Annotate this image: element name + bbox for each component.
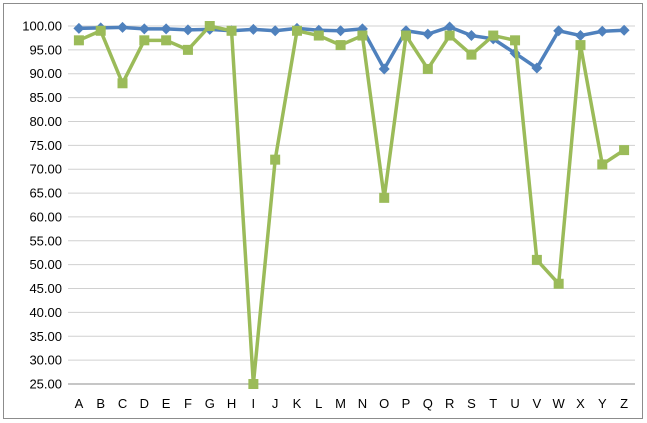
y-tick-label: 90.00	[29, 66, 62, 81]
data-point	[182, 44, 193, 55]
series-1	[73, 21, 630, 75]
y-tick-label: 80.00	[29, 114, 62, 129]
data-point	[401, 30, 412, 41]
y-tick-label: 50.00	[29, 257, 62, 272]
data-point	[553, 278, 564, 289]
data-point	[466, 49, 477, 60]
y-axis-ticks: 25.00 30.00 35.00 40.00 45.00 50.00 55.00 60.00…	[22, 19, 62, 392]
y-tick-label: 60.00	[29, 209, 62, 224]
y-tick-label: 75.00	[29, 138, 62, 153]
data-point	[335, 40, 346, 51]
series-line	[77, 25, 626, 71]
x-tick-label: R	[445, 396, 454, 411]
data-point	[138, 23, 150, 35]
data-point	[597, 159, 608, 170]
data-point	[248, 379, 259, 389]
y-tick-label: 95.00	[29, 42, 62, 57]
data-point	[357, 30, 368, 41]
data-point	[444, 30, 455, 41]
data-point	[117, 21, 129, 33]
data-point	[618, 24, 630, 36]
y-tick-label: 100.00	[22, 19, 62, 34]
x-tick-label: H	[227, 396, 236, 411]
data-point	[619, 145, 630, 156]
x-tick-label: O	[379, 396, 389, 411]
gridlines	[68, 25, 635, 385]
data-point	[488, 30, 499, 41]
x-tick-label: S	[467, 396, 476, 411]
x-tick-label: I	[252, 396, 256, 411]
data-point	[379, 192, 390, 203]
y-tick-label: 25.00	[29, 377, 62, 392]
y-tick-label: 45.00	[29, 281, 62, 296]
x-tick-label: K	[293, 396, 302, 411]
data-point	[226, 25, 237, 36]
x-tick-label: V	[533, 396, 542, 411]
x-tick-label: X	[576, 396, 585, 411]
x-tick-label: G	[205, 396, 215, 411]
data-point	[510, 35, 521, 46]
line-chart: 25.00 30.00 35.00 40.00 45.00 50.00 55.00 60.00…	[22, 19, 635, 411]
data-point	[335, 25, 347, 37]
x-tick-label: W	[553, 396, 566, 411]
data-point	[270, 154, 281, 165]
data-point	[574, 30, 586, 42]
data-point	[531, 62, 543, 74]
y-tick-label: 55.00	[29, 233, 62, 248]
x-tick-label: M	[335, 396, 346, 411]
data-point	[204, 21, 215, 31]
x-tick-label: B	[96, 396, 105, 411]
x-tick-label: N	[358, 396, 367, 411]
data-point	[378, 63, 390, 75]
x-tick-label: P	[402, 396, 411, 411]
data-point	[160, 23, 172, 35]
series-layer	[73, 21, 630, 389]
y-tick-label: 40.00	[29, 305, 62, 320]
x-tick-label: F	[184, 396, 192, 411]
data-point	[247, 23, 259, 35]
data-point	[465, 30, 477, 42]
x-tick-label: Y	[598, 396, 607, 411]
x-tick-label: T	[489, 396, 497, 411]
x-tick-label: Z	[620, 396, 628, 411]
data-point	[553, 25, 565, 37]
data-point	[444, 21, 456, 33]
data-point	[139, 35, 150, 46]
y-tick-label: 70.00	[29, 162, 62, 177]
series-line	[77, 24, 626, 386]
x-tick-label: E	[162, 396, 171, 411]
data-point	[313, 30, 324, 41]
chart-frame: 25.00 30.00 35.00 40.00 45.00 50.00 55.00 60.00…	[3, 3, 643, 419]
data-point	[269, 25, 281, 37]
y-tick-label: 65.00	[29, 186, 62, 201]
data-point	[596, 25, 608, 37]
x-tick-label: Q	[423, 396, 433, 411]
data-point	[531, 254, 542, 265]
data-point	[117, 78, 128, 89]
x-tick-label: C	[118, 396, 127, 411]
y-tick-label: 30.00	[29, 353, 62, 368]
y-tick-label: 85.00	[29, 90, 62, 105]
data-point	[291, 25, 302, 36]
data-point	[73, 22, 85, 34]
y-tick-label: 35.00	[29, 329, 62, 344]
data-point	[182, 24, 194, 36]
data-point	[422, 63, 433, 74]
data-point	[95, 25, 106, 36]
x-tick-label: D	[140, 396, 149, 411]
series-2	[73, 21, 630, 389]
x-tick-label: A	[75, 396, 84, 411]
data-point	[575, 40, 586, 51]
x-tick-label: L	[315, 396, 322, 411]
data-point	[161, 35, 172, 46]
x-tick-label: J	[272, 396, 279, 411]
x-tick-label: U	[510, 396, 519, 411]
data-point	[422, 28, 434, 40]
data-point	[73, 35, 84, 46]
